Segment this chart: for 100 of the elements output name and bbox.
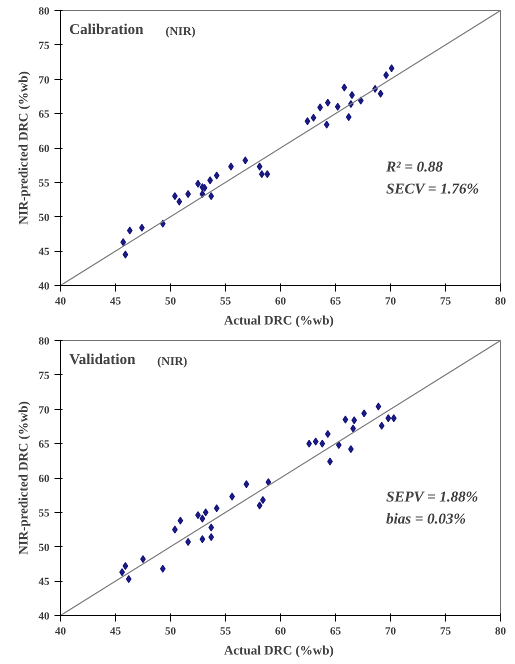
point	[361, 409, 367, 418]
y-tick-label: 70	[38, 74, 50, 86]
x-tick-label: 55	[220, 626, 232, 638]
x-tick-label: 75	[440, 296, 452, 308]
point	[324, 430, 331, 438]
point	[334, 102, 341, 111]
point	[260, 496, 266, 504]
point	[256, 162, 262, 171]
point	[178, 516, 184, 525]
annotation: bias = 0.03%	[386, 512, 466, 528]
x-tick-label: 40	[55, 626, 66, 638]
y-tick-label: 80	[38, 336, 50, 348]
point	[341, 84, 348, 92]
x-axis-title: Actual DRC (%wb)	[224, 642, 334, 658]
point	[200, 535, 206, 544]
point	[208, 533, 214, 542]
point	[378, 422, 385, 430]
text: (NIR)	[166, 24, 196, 38]
x-tick-label: 50	[165, 626, 176, 638]
y-tick-label: 80	[38, 6, 50, 18]
y-axis-title: NIR-predicted DRC (%wb)	[16, 401, 30, 555]
point	[214, 504, 220, 512]
y-tick-label: 40	[38, 610, 50, 622]
x-tick-label: 80	[495, 296, 506, 308]
point	[342, 416, 348, 424]
point	[266, 478, 272, 486]
point	[195, 180, 201, 188]
point	[140, 555, 146, 564]
y-tick-label: 75	[38, 370, 50, 382]
x-tick-label: 40	[55, 296, 66, 308]
y-tick-label: 50	[38, 212, 50, 224]
point	[348, 445, 354, 454]
point	[264, 170, 270, 178]
y-axis-title: NIR-predicted DRC (%wb)	[16, 71, 30, 225]
x-tick-label: 75	[440, 626, 452, 638]
point	[172, 192, 178, 200]
x-tick-label: 60	[275, 296, 286, 308]
y-tick-label: 45	[38, 576, 50, 588]
point	[383, 71, 389, 80]
point	[336, 441, 342, 449]
y-tick-label: 45	[38, 246, 50, 258]
point	[207, 176, 213, 184]
text: Calibration	[69, 22, 144, 38]
point	[378, 90, 384, 98]
point	[327, 458, 333, 466]
point	[388, 64, 394, 72]
point	[312, 438, 319, 446]
point	[214, 172, 220, 180]
point	[317, 103, 323, 112]
point	[119, 568, 125, 576]
y-tick-label: 50	[38, 542, 50, 554]
point	[256, 502, 262, 510]
point	[304, 117, 310, 126]
point	[176, 198, 182, 206]
point	[172, 526, 178, 534]
point	[324, 120, 330, 129]
y-tick-label: 65	[38, 438, 50, 451]
point	[122, 250, 128, 259]
x-tick-label: 65	[330, 626, 342, 638]
point	[390, 414, 397, 422]
point	[351, 416, 358, 424]
point	[200, 514, 206, 523]
point	[208, 524, 214, 532]
x-tick-label: 60	[275, 626, 286, 638]
point	[306, 440, 312, 448]
point	[310, 114, 316, 122]
point	[208, 192, 214, 200]
x-tick-label: 65	[330, 296, 342, 308]
y-tick-label: 55	[38, 507, 50, 520]
point	[346, 113, 352, 122]
point	[120, 238, 126, 246]
point	[319, 440, 326, 448]
point	[228, 162, 234, 171]
y-tick-label: 65	[38, 108, 50, 121]
text: Validation	[69, 352, 136, 368]
x-tick-label: 70	[385, 296, 396, 308]
annotation: R² = 0.88	[385, 160, 444, 176]
point	[258, 170, 265, 178]
y-tick-label: 55	[38, 177, 50, 190]
point	[202, 508, 209, 516]
point	[244, 480, 250, 488]
x-tick-label: 80	[495, 626, 506, 638]
point	[185, 190, 191, 198]
y-tick-label: 60	[38, 143, 50, 155]
y-tick-label: 70	[38, 404, 50, 416]
point	[126, 226, 133, 234]
text: (NIR)	[157, 354, 188, 368]
point	[126, 575, 132, 584]
y-tick-label: 75	[38, 40, 50, 52]
y-tick-label: 40	[38, 280, 50, 292]
point	[350, 424, 356, 432]
point	[185, 538, 191, 546]
x-axis-title: Actual DRC (%wb)	[224, 312, 334, 328]
point	[242, 156, 248, 164]
x-tick-label: 70	[385, 626, 396, 638]
point	[122, 562, 128, 570]
y-tick-label: 60	[38, 473, 50, 485]
point	[139, 224, 145, 232]
point	[324, 98, 331, 107]
point	[229, 492, 235, 501]
